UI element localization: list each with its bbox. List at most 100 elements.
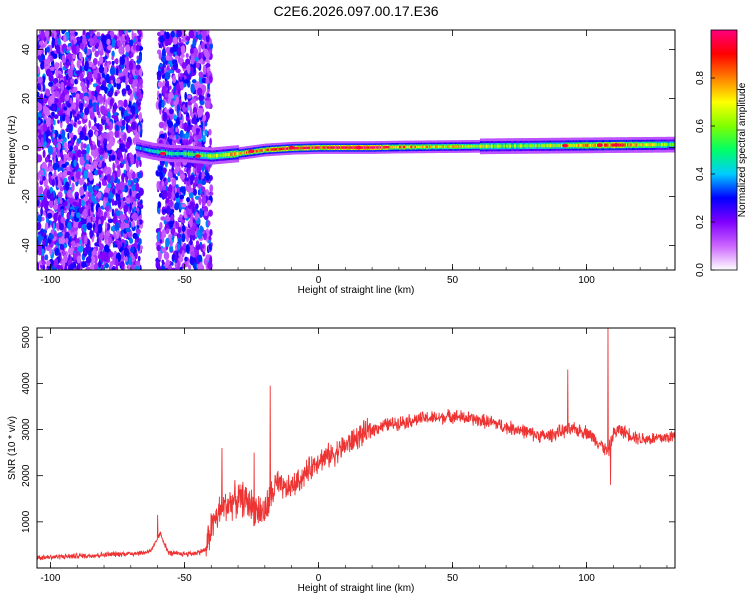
noise-speckle — [42, 75, 46, 84]
noise-speckle — [137, 30, 142, 35]
ridge-cell — [143, 147, 145, 151]
noise-speckle — [40, 30, 46, 40]
noise-speckle — [89, 37, 94, 47]
noise-speckle — [59, 237, 66, 245]
noise-speckle — [109, 75, 115, 81]
ridge-cell — [375, 146, 377, 149]
ridge-cell — [324, 146, 326, 149]
noise-speckle — [48, 81, 54, 87]
noise-speckle — [66, 102, 72, 108]
ridge-cell — [271, 148, 273, 151]
noise-speckle — [204, 129, 208, 137]
noise-speckle — [205, 172, 210, 182]
noise-speckle — [162, 190, 168, 199]
noise-speckle — [103, 94, 106, 103]
noise-speckle — [105, 231, 111, 237]
ridge-cell — [247, 151, 249, 154]
noise-speckle — [84, 235, 88, 245]
ridge-cell — [572, 143, 575, 147]
noise-speckle — [79, 92, 84, 100]
noise-speckle — [181, 62, 187, 69]
ridge-cell — [282, 147, 284, 151]
noise-speckle — [60, 216, 66, 224]
noise-speckle — [137, 255, 141, 262]
noise-speckle — [192, 38, 197, 47]
ridge-cell — [604, 143, 606, 147]
noise-speckle — [200, 244, 205, 249]
ridge-cell — [469, 145, 471, 148]
noise-speckle — [74, 246, 78, 253]
noise-speckle — [174, 261, 177, 269]
noise-speckle — [106, 38, 111, 46]
noise-speckle — [135, 44, 140, 52]
noise-speckle — [96, 110, 101, 116]
noise-speckle — [52, 82, 57, 90]
ridge-cell — [541, 144, 543, 148]
noise-speckle — [41, 260, 46, 266]
noise-speckle — [195, 203, 199, 210]
ridge-cell — [243, 151, 245, 155]
noise-speckle — [139, 159, 142, 167]
ridge-cell — [610, 143, 612, 147]
noise-speckle — [121, 119, 126, 127]
noise-speckle — [37, 112, 42, 118]
ridge-cell — [311, 146, 313, 149]
noise-speckle — [118, 30, 123, 37]
ridge-cell — [523, 144, 525, 148]
noise-speckle — [125, 161, 129, 172]
noise-speckle — [111, 198, 115, 206]
noise-speckle — [198, 94, 204, 102]
ridge-cell — [255, 150, 258, 153]
ridge-cell — [148, 148, 150, 152]
ridge-cell — [645, 143, 647, 147]
noise-speckle — [59, 198, 63, 204]
noise-speckle — [41, 232, 46, 238]
ridge-cell — [594, 143, 597, 147]
ridge-cell — [377, 146, 379, 149]
noise-speckle — [103, 192, 109, 198]
noise-speckle — [115, 58, 119, 65]
ridge-cell — [539, 144, 541, 148]
ridge-cell — [151, 149, 154, 153]
ridge-cell — [461, 145, 464, 148]
noise-speckle — [85, 266, 91, 270]
ridge-cell — [607, 143, 610, 147]
ridge-cell — [496, 144, 499, 148]
noise-speckle — [99, 56, 104, 64]
noise-speckle — [87, 184, 93, 193]
noise-speckle — [181, 250, 185, 258]
ridge-cell — [487, 144, 489, 148]
noise-speckle — [120, 214, 127, 221]
noise-speckle — [47, 138, 52, 144]
noise-speckle — [178, 98, 182, 108]
noise-speckle — [61, 163, 67, 168]
noise-speckle — [159, 184, 163, 192]
noise-speckle — [95, 246, 99, 251]
ridge-cell — [388, 146, 390, 149]
noise-speckle — [169, 85, 172, 90]
noise-speckle — [60, 81, 65, 92]
ridge-cell — [174, 152, 177, 156]
noise-speckle — [169, 244, 174, 253]
ridge-cell — [170, 151, 172, 156]
ridge-cell — [185, 152, 188, 156]
noise-speckle — [84, 163, 90, 170]
noise-speckle — [96, 237, 100, 245]
ridge-cell — [515, 144, 517, 148]
noise-speckle — [87, 132, 92, 138]
noise-speckle — [186, 63, 191, 74]
noise-speckle — [115, 258, 119, 267]
noise-speckle — [164, 81, 170, 88]
noise-speckle — [70, 78, 75, 85]
noise-speckle — [135, 64, 141, 70]
ridge-cell — [605, 143, 607, 147]
noise-speckle — [123, 99, 128, 108]
ridge-cell — [361, 146, 364, 149]
noise-speckle — [46, 46, 50, 53]
noise-speckle — [37, 222, 42, 231]
noise-speckle — [44, 202, 49, 212]
ridge-cell — [167, 151, 169, 155]
noise-speckle — [71, 44, 77, 54]
noise-speckle — [201, 30, 207, 39]
ridge-cell — [593, 143, 595, 147]
